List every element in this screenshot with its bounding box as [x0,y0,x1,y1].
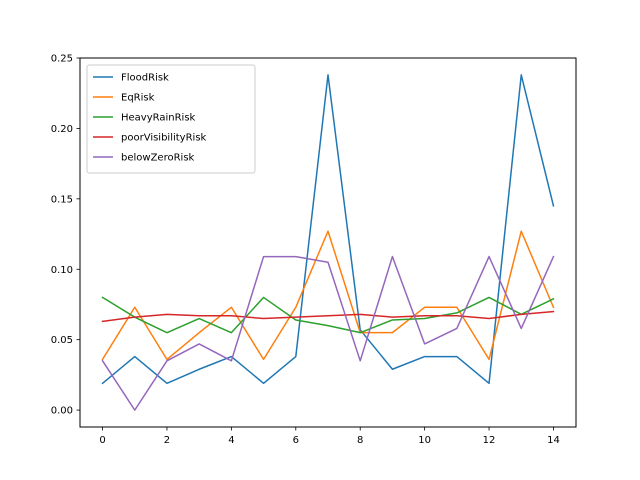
x-tick-label: 10 [418,435,431,446]
legend-label: poorVisibilityRisk [121,133,207,144]
legend-label: belowZeroRisk [121,153,195,164]
x-tick-label: 6 [293,435,299,446]
series-layer [101,74,555,411]
x-tick-label: 0 [99,435,105,446]
legend-label: FloodRisk [121,73,169,84]
axes-frame [79,57,577,428]
legend-label: HeavyRainRisk [121,113,196,124]
legend-box [86,64,256,174]
series-line-1 [101,230,555,361]
y-tick-label: 0.05 [51,335,73,346]
y-tick-label: 0.10 [51,265,73,276]
x-tick-label: 12 [483,435,496,446]
y-tick-label: 0.25 [51,54,73,65]
legend-label: EqRisk [121,93,155,104]
y-tick-label: 0.00 [51,406,73,417]
series-line-4 [101,255,555,411]
x-axis: 0 2 4 6 8 10 12 14 [99,427,560,446]
legend: FloodRisk EqRisk HeavyRainRisk poorVisibili… [86,64,256,174]
series-line-0 [101,74,555,385]
series-line-3 [101,310,555,323]
x-tick-label: 8 [357,435,363,446]
series-line-2 [101,296,555,334]
y-axis: 0.00 0.05 0.10 0.15 0.20 0.25 [51,54,80,417]
y-tick-label: 0.20 [51,124,73,135]
y-tick-label: 0.15 [51,194,73,205]
x-tick-label: 4 [228,435,234,446]
x-tick-label: 14 [547,435,560,446]
x-tick-label: 2 [164,435,170,446]
